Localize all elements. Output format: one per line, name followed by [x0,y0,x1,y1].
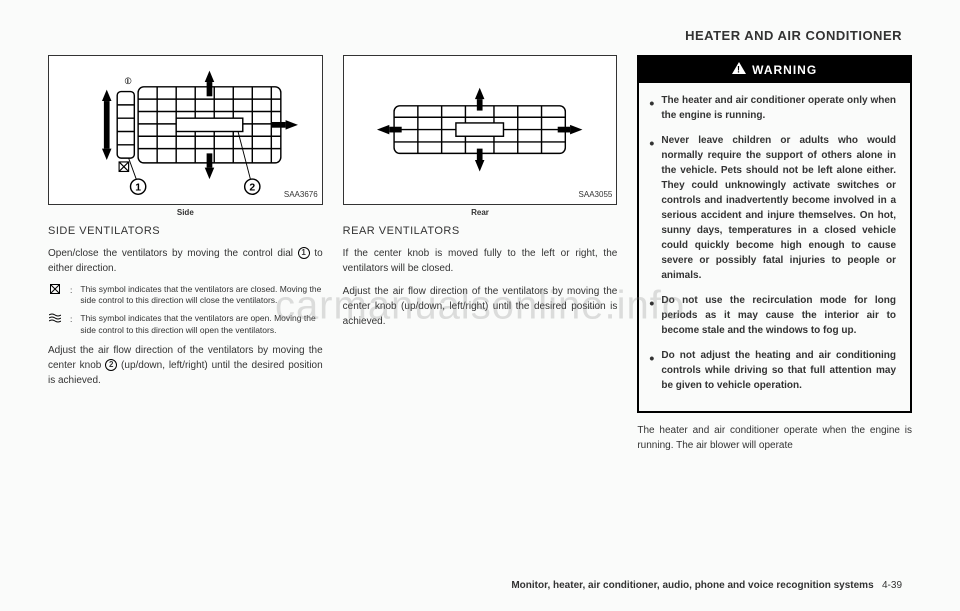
closed-vent-icon [48,284,62,308]
symbol-row-closed: : This symbol indicates that the ventila… [48,284,323,308]
column-left: ⦶ 1 2 SAA3676 Side SIDE VENTILATORS Open… [48,55,323,576]
colon-1: : [70,284,72,308]
side-adjust: Adjust the air flow direction of the ven… [48,343,323,388]
footer-page: 4-39 [882,580,902,591]
svg-text:⦶: ⦶ [123,76,131,87]
subhead-rear-ventilators: REAR VENTILATORS [343,223,618,240]
warning-bullet-1: The heater and air conditioner operate o… [661,93,896,123]
column-middle: SAA3055 Rear REAR VENTILATORS If the cen… [343,55,618,576]
intro-pre: Open/close the ventilators by moving the… [48,248,298,259]
figure-caption-rear: Rear [343,207,618,219]
page: HEATER AND AIR CONDITIONER [0,0,960,611]
open-vent-icon [48,313,62,337]
warning-bullet-3: Do not use the recirculation mode for lo… [661,293,896,338]
figure-rear-ventilator: SAA3055 [343,55,618,205]
warning-bullet-4: Do not adjust the heating and air condit… [661,348,896,393]
symbol-row-open: : This symbol indicates that the ventila… [48,313,323,337]
warning-icon: ! [732,61,746,79]
figure-caption-side: Side [48,207,323,219]
page-footer: Monitor, heater, air conditioner, audio,… [48,580,912,591]
svg-text:2: 2 [249,183,255,194]
warning-label: WARNING [752,61,817,79]
subhead-side-ventilators: SIDE VENTILATORS [48,223,323,240]
section-header: HEATER AND AIR CONDITIONER [48,28,912,43]
rear-vent-diagram [357,63,602,196]
footer-chapter: Monitor, heater, air conditioner, audio,… [511,580,873,591]
callout-1-icon: 1 [298,247,310,259]
warning-header: ! WARNING [639,57,910,83]
svg-text:1: 1 [135,183,141,194]
side-vent-diagram: ⦶ 1 2 [63,63,308,196]
after-warning: The heater and air conditioner operate w… [637,423,912,453]
warning-body: The heater and air conditioner operate o… [639,83,910,411]
figure-side-ventilator: ⦶ 1 2 SAA3676 [48,55,323,205]
figure-id-side: SAA3676 [284,189,318,201]
figure-id-rear: SAA3055 [579,189,613,201]
callout-2-icon: 2 [105,359,117,371]
warning-box: ! WARNING The heater and air conditioner… [637,55,912,413]
colon-2: : [70,313,72,337]
closed-desc: This symbol indicates that the ventilato… [80,284,322,308]
content-columns: ⦶ 1 2 SAA3676 Side SIDE VENTILATORS Open… [48,55,912,576]
warning-bullet-2: Never leave children or adults who would… [661,133,896,283]
column-right: ! WARNING The heater and air conditioner… [637,55,912,576]
svg-text:!: ! [737,65,741,75]
rear-p2: Adjust the air flow direction of the ven… [343,284,618,329]
side-intro: Open/close the ventilators by moving the… [48,246,323,276]
rear-p1: If the center knob is moved fully to the… [343,246,618,276]
open-desc: This symbol indicates that the ventilato… [80,313,322,337]
